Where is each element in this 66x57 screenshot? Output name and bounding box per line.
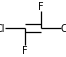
Text: F: F [22,46,28,55]
Text: Cl: Cl [0,24,5,33]
Text: F: F [38,2,44,11]
Text: Cl: Cl [61,24,66,33]
